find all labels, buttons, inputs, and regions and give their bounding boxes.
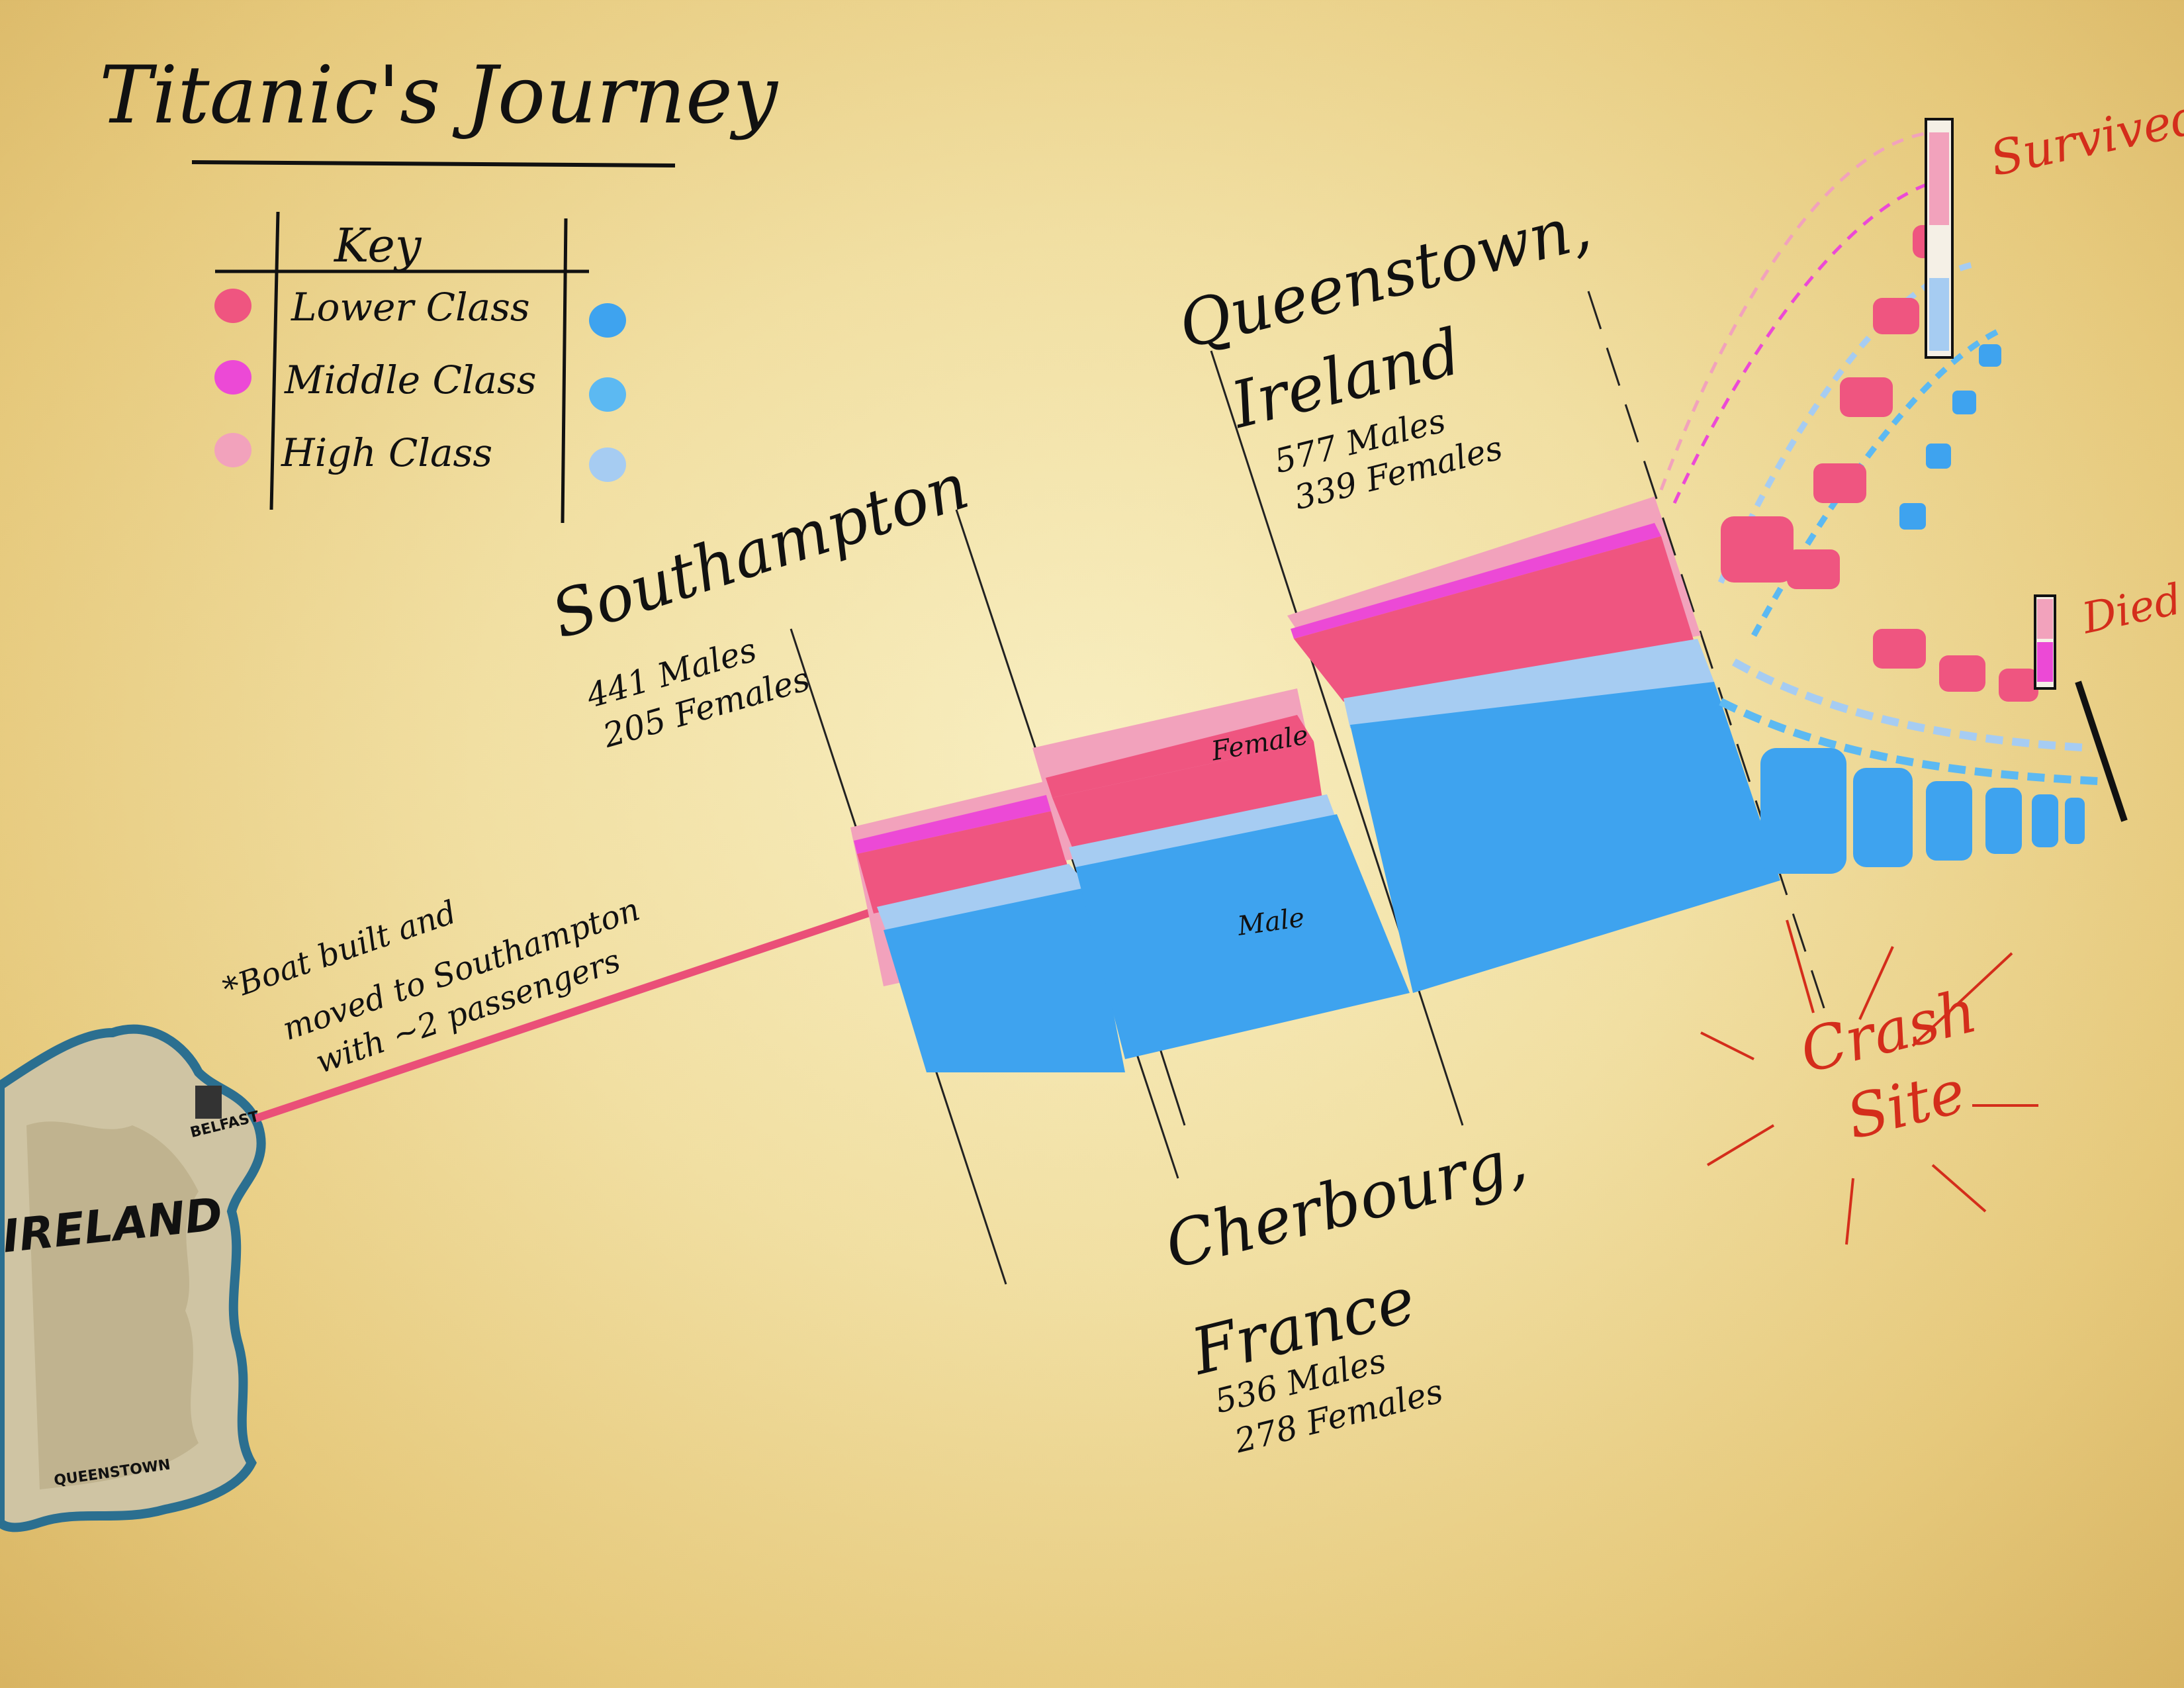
key-middle-class: Middle Class [285,357,537,402]
ireland-map [0,1024,266,1532]
key-table [215,211,589,524]
died-dashed-arcs [1719,658,2099,785]
survived-male-blocks [1899,344,2001,530]
died-male-blocks [1760,748,2085,874]
key-lower-class: Lower Class [291,285,530,330]
title-underline [191,160,676,167]
key-heading: Key [334,218,422,273]
key-dots [214,289,626,482]
flow-stage-cherbourg [1032,688,1410,1059]
crash-site-burst [1700,919,2038,1245]
died-lower-female-blocks [1721,516,2038,702]
flow-stage-queenstown [1287,496,1780,993]
died-bar-female-high [2037,599,2053,639]
survived-bar-female [1929,132,1949,225]
died-bar [2075,680,2128,822]
shipyard-icon [195,1086,222,1119]
survived-bar-male [1929,278,1949,351]
key-high-class: High Class [281,430,493,475]
flow-stage-southampton [850,781,1125,1072]
page-title: Titanic's Journey [99,50,778,142]
survived-lower-female-blocks [1787,225,1952,589]
died-bar-female-middle [2037,642,2053,682]
route-line [253,906,878,1123]
